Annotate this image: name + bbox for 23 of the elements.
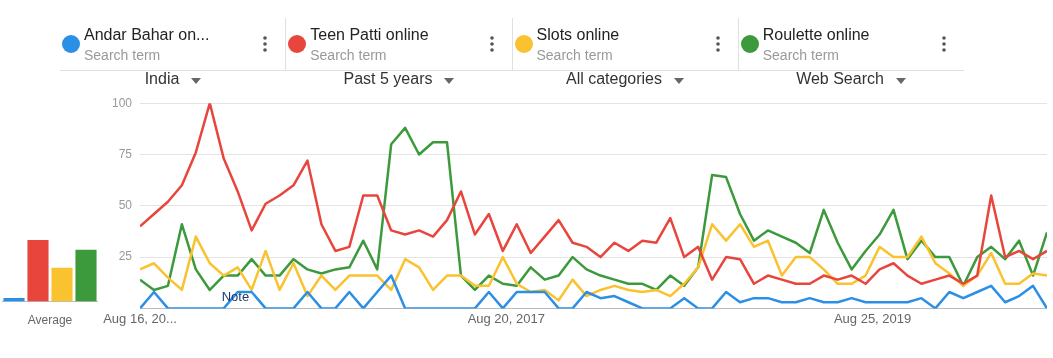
text: India: [144, 70, 180, 87]
text: Search term: [762, 46, 839, 63]
legend-label: Slots online: [536, 25, 621, 44]
text: All categories: [565, 70, 663, 87]
text: Search term: [310, 46, 387, 63]
y-tick-label: 75: [118, 146, 133, 161]
y-tick-label: 25: [118, 249, 133, 264]
bar: [27, 240, 49, 302]
legend-label: Andar Bahar on...: [84, 25, 211, 44]
bar: [51, 267, 73, 302]
x-tick-label: Aug 16, 20...: [103, 310, 177, 326]
bar: [75, 249, 97, 302]
text: Past 5 years: [343, 70, 433, 87]
legend-label: Roulette online: [762, 25, 871, 44]
legend-label: Teen Patti online: [310, 25, 430, 44]
x-tick-label: Aug 25, 2019: [833, 310, 912, 326]
y-tick-label: 100: [111, 95, 133, 110]
x-axis-title: Average: [27, 313, 73, 328]
text: Web Search: [796, 70, 884, 87]
x-tick-label: Aug 20, 2017: [467, 310, 545, 326]
legend-title: Search term: [84, 46, 162, 63]
y-tick-label: 50: [118, 198, 133, 213]
text: Search term: [536, 46, 613, 63]
